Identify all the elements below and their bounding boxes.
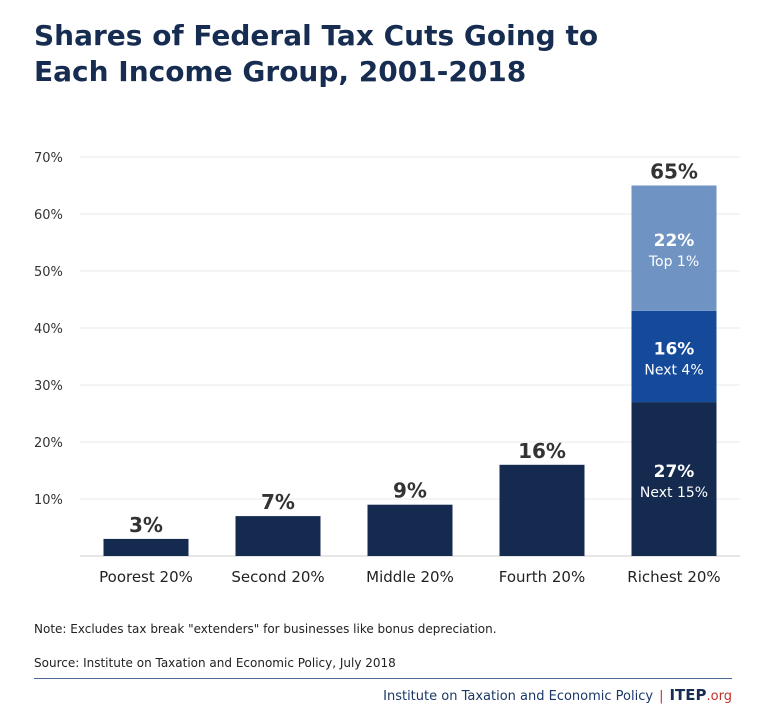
y-tick-label: 20% (34, 436, 63, 451)
x-tick-label: Richest 20% (627, 568, 720, 586)
footer-org: Institute on Taxation and Economic Polic… (383, 689, 654, 704)
itep-logo-suffix: .org (706, 689, 732, 704)
footer: Institute on Taxation and Economic Polic… (383, 686, 732, 704)
segment-value-label: 16% (654, 340, 695, 360)
bar-value-label: 7% (261, 490, 295, 514)
segment-name-label: Next 15% (640, 485, 708, 501)
bar-value-label: 65% (650, 160, 698, 184)
y-tick-label: 60% (34, 208, 63, 223)
bar-segment (631, 402, 717, 556)
bar-value-label: 3% (129, 513, 163, 537)
x-tick-label: Second 20% (231, 568, 324, 586)
bar (235, 516, 321, 556)
y-tick-label: 10% (34, 493, 63, 508)
x-tick-label: Middle 20% (366, 568, 454, 586)
segment-name-label: Next 4% (644, 363, 703, 379)
bar-value-label: 9% (393, 479, 427, 503)
segment-value-label: 27% (654, 462, 695, 482)
y-tick-label: 30% (34, 379, 63, 394)
y-tick-label: 50% (34, 265, 63, 280)
bar-value-label: 16% (518, 439, 566, 463)
chart-source: Source: Institute on Taxation and Econom… (34, 656, 396, 670)
x-tick-label: Poorest 20% (99, 568, 193, 586)
bar-chart: 10% 20% 30% 40% 50% 60% 70% 3% Poorest 20% 7% Seco… (34, 151, 740, 586)
bar (103, 538, 189, 556)
segment-name-label: Top 1% (648, 254, 699, 270)
footer-separator: | (659, 689, 664, 704)
bar-segment (631, 310, 717, 403)
bar-segment (631, 185, 717, 311)
chart-note: Note: Excludes tax break "extenders" for… (34, 622, 497, 636)
bar (367, 504, 453, 556)
chart-title: Shares of Federal Tax Cuts Going to Each… (34, 19, 599, 88)
y-tick-label: 70% (34, 151, 63, 166)
bar (499, 464, 585, 556)
y-tick-label: 40% (34, 322, 63, 337)
divider (34, 678, 732, 679)
segment-value-label: 22% (654, 231, 695, 251)
itep-logo: ITEP (669, 686, 707, 704)
x-tick-label: Fourth 20% (499, 568, 585, 586)
